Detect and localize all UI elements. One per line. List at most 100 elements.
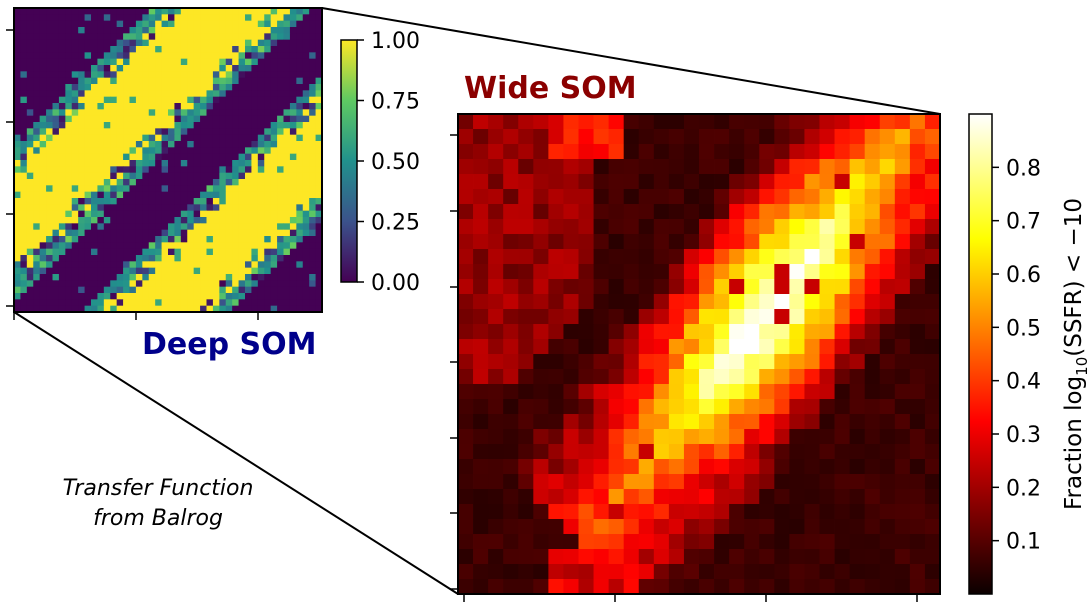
wide-som-cell (729, 459, 745, 475)
deep-som-cell (110, 27, 118, 34)
deep-som-cell (26, 122, 34, 129)
deep-som-cell (103, 71, 111, 79)
wide-som-ticks (450, 134, 918, 602)
deep-som-cell (46, 134, 53, 142)
wide-som-cell (864, 174, 881, 190)
deep-som-cell (200, 103, 207, 110)
deep-som-cell (315, 39, 323, 47)
wide-som-cell (563, 114, 579, 130)
deep-som-cell (14, 217, 21, 224)
deep-som-cell (232, 71, 239, 79)
deep-som-cell (65, 46, 73, 53)
deep-som-cell (187, 33, 195, 41)
deep-som-cell (289, 223, 297, 231)
deep-som-cell (193, 39, 201, 47)
deep-som-cell (20, 134, 28, 142)
wide-som-cell (729, 309, 745, 325)
deep-som-cell (277, 248, 284, 256)
deep-som-cell (91, 217, 98, 224)
deep-som-cell (219, 179, 227, 186)
deep-som-cell (155, 191, 162, 199)
wide-som-cell (623, 384, 640, 400)
deep-som-cell (168, 14, 175, 22)
wide-som-cell (759, 324, 775, 340)
deep-som-cell (129, 65, 137, 72)
deep-som-cell (200, 27, 207, 34)
wide-som-cell (699, 174, 715, 190)
deep-som-cell (52, 115, 60, 123)
deep-som-cell (180, 267, 188, 275)
deep-som-cell (238, 141, 246, 148)
deep-som-cell (270, 223, 278, 231)
deep-som-cell (283, 166, 291, 174)
deep-som-cell (168, 305, 175, 313)
deep-som-cell (97, 274, 105, 281)
deep-som-cell (264, 115, 272, 123)
deep-som-cell (20, 305, 28, 313)
wide-som-cell (623, 504, 640, 520)
deep-som-cell (200, 185, 207, 193)
deep-som-cell (245, 122, 252, 129)
wide-som-cell (563, 294, 579, 310)
deep-som-cell (251, 141, 259, 148)
wide-som-cell (834, 429, 851, 445)
wide-som-cell (623, 279, 640, 295)
deep-som-cell (97, 229, 105, 237)
wide-som-cell (879, 534, 896, 550)
deep-som-cell (91, 267, 98, 275)
deep-som-cell (39, 248, 47, 256)
deep-som-cell (52, 128, 60, 136)
deep-som-cell (251, 109, 259, 117)
deep-som-cell (46, 96, 53, 104)
wide-som-cell (623, 444, 640, 460)
deep-som-cell (257, 134, 265, 142)
deep-som-cell (245, 96, 252, 104)
deep-som-cell (309, 147, 316, 155)
deep-som-cell (116, 71, 124, 79)
wide-som-cell (879, 354, 896, 370)
deep-som-cell (110, 229, 118, 237)
deep-som-cell (283, 122, 291, 129)
deep-som-cell (180, 8, 188, 15)
deep-som-cell (315, 172, 323, 180)
deep-som-cell (289, 27, 297, 34)
wide-som-cell (774, 369, 790, 385)
wide-som-cell (578, 189, 594, 205)
deep-som-cell (168, 8, 175, 15)
wide-som-cell (548, 129, 564, 145)
deep-som-cell (219, 217, 227, 224)
deep-som-cell (187, 236, 195, 243)
wide-som-cell (593, 234, 610, 250)
wide-som-cell (593, 294, 610, 310)
deep-som-cell (289, 71, 297, 79)
wide-som-cell (488, 579, 504, 595)
deep-som-cell (206, 274, 214, 281)
deep-som-cell (103, 46, 111, 53)
deep-som-cell (232, 210, 239, 218)
wide-som-cell (653, 159, 670, 175)
wide-som-cell (668, 114, 685, 130)
deep-som-cell (148, 242, 156, 250)
deep-som-cell (264, 103, 272, 110)
deep-som-cell (91, 185, 98, 193)
wide-som-cell (834, 579, 851, 595)
deep-som-cell (116, 229, 124, 237)
deep-som-cell (91, 71, 98, 79)
deep-som-cell (219, 58, 227, 66)
wide-som-cell (864, 414, 881, 430)
wide-som-cell (593, 189, 610, 205)
deep-som-cell (225, 8, 233, 15)
deep-som-cell (84, 65, 92, 72)
deep-som-cell (219, 172, 227, 180)
wide-som-cell (789, 489, 805, 505)
wide-som-cell (894, 504, 911, 520)
deep-som-cell (161, 166, 169, 174)
deep-som-cell (26, 223, 34, 231)
deep-som-cell (78, 248, 85, 256)
deep-som-cell (264, 179, 272, 186)
deep-som-cell (97, 242, 105, 250)
deep-som-cell (187, 299, 195, 307)
deep-som-cell (103, 27, 111, 34)
deep-som-cell (257, 71, 265, 79)
deep-som-cell (123, 210, 130, 218)
